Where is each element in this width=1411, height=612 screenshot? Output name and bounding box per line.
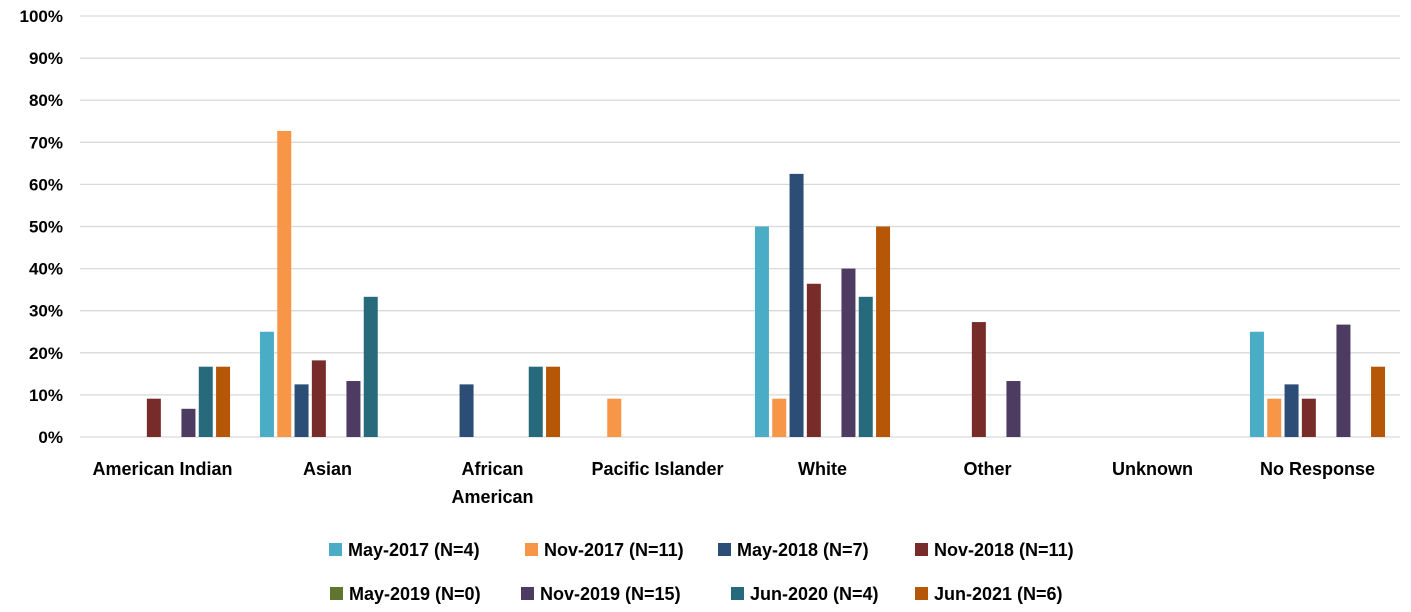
legend-label: May-2017 (N=4) [348,540,480,560]
legend-item: Jun-2020 (N=4) [731,584,879,604]
bar [858,296,873,437]
bar [1301,398,1316,437]
y-tick-label: 30% [29,302,63,321]
bar [528,366,543,437]
bar [181,408,196,437]
bar [346,381,361,437]
legend-label: May-2019 (N=0) [349,584,481,604]
bar [841,268,856,437]
legend-swatch [521,587,534,600]
bar [1284,384,1299,437]
legend-item: Nov-2018 (N=11) [915,540,1074,560]
y-tick-label: 40% [29,260,63,279]
bar [277,130,292,438]
legend-swatch [329,543,342,556]
legend: May-2017 (N=4) Nov-2017 (N=11) May-2018 (N… [329,540,1074,604]
bar [294,384,309,437]
legend-item: Nov-2019 (N=15) [521,584,681,604]
x-category-label: White [798,459,847,479]
bar [772,398,787,437]
y-tick-label: 0% [38,428,63,447]
y-tick-label: 10% [29,386,63,405]
bar [311,360,326,437]
legend-item: May-2018 (N=7) [718,540,869,560]
bar [363,296,378,437]
x-category-label: Other [963,459,1011,479]
y-tick-label: 60% [29,175,63,194]
x-category-label: Unknown [1112,459,1193,479]
legend-item: May-2019 (N=0) [330,584,481,604]
legend-swatch [525,543,538,556]
bar [806,283,821,437]
bar [876,226,891,437]
legend-label: Nov-2018 (N=11) [934,540,1074,560]
legend-label: Nov-2019 (N=15) [540,584,681,604]
legend-label: Jun-2020 (N=4) [750,584,879,604]
legend-label: May-2018 (N=7) [737,540,869,560]
bar [1371,366,1386,437]
bar [789,173,804,437]
bar [146,398,161,437]
x-category-label: Pacific Islander [591,459,723,479]
x-category-label: Asian [303,459,352,479]
bar [1006,381,1021,437]
bars [146,130,1386,438]
legend-label: Jun-2021 (N=6) [934,584,1063,604]
legend-swatch [330,587,343,600]
legend-swatch [718,543,731,556]
legend-item: Jun-2021 (N=6) [915,584,1063,604]
bar [216,366,231,437]
legend-swatch [915,587,928,600]
x-axis-category-labels: American Indian Asian African American Pacif… [92,459,1375,507]
legend-item: Nov-2017 (N=11) [525,540,684,560]
bar [754,226,769,437]
bar [607,398,622,437]
y-tick-label: 20% [29,344,63,363]
bar [259,331,274,437]
x-category-label: No Response [1260,459,1375,479]
bar [1267,398,1282,437]
y-tick-label: 80% [29,91,63,110]
legend-swatch [915,543,928,556]
x-category-label: American Indian [92,459,232,479]
y-axis-tick-labels: 0% 10% 20% 30% 40% 50% 60% 70% 80% 90% 100% [20,7,63,447]
bar [459,384,474,437]
y-tick-label: 50% [29,218,63,237]
bar [546,366,561,437]
x-category-label: African American [451,459,533,507]
legend-label: Nov-2017 (N=11) [544,540,684,560]
bar [1249,331,1264,437]
legend-swatch [731,587,744,600]
y-tick-label: 70% [29,133,63,152]
bar [971,322,986,437]
legend-item: May-2017 (N=4) [329,540,480,560]
y-tick-label: 100% [20,7,63,26]
y-tick-label: 90% [29,49,63,68]
bar [1336,324,1351,437]
bar [198,366,213,437]
